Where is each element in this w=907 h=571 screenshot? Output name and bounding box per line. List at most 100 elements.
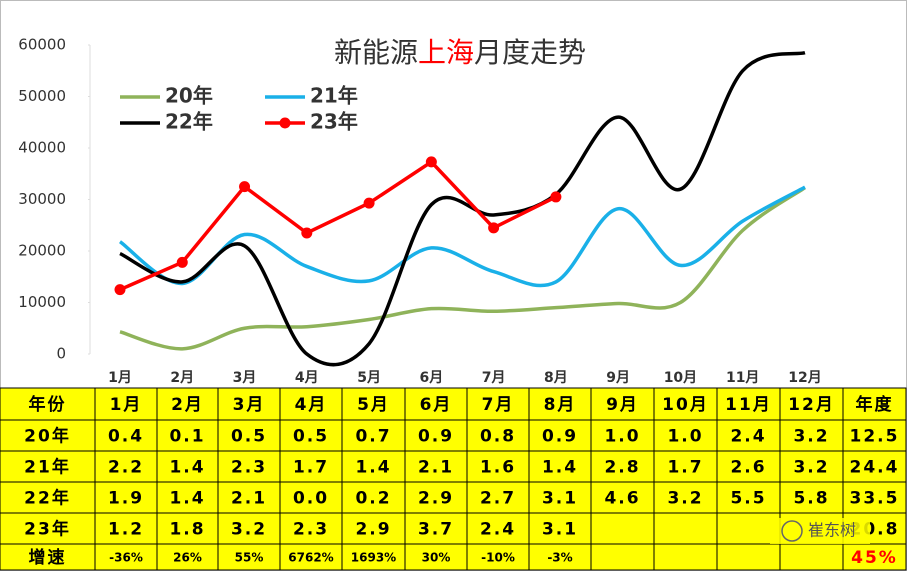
y-tick-label: 10000 xyxy=(18,293,66,311)
table-cell xyxy=(842,450,907,483)
watermark-icon xyxy=(781,520,803,542)
cell-text: 6762% xyxy=(288,551,333,565)
table-cell xyxy=(590,543,655,571)
legend-label: 23年 xyxy=(310,110,358,134)
cell-text: 55% xyxy=(235,551,264,565)
y-tick-label: 20000 xyxy=(18,242,66,260)
cell-text: 0.7 xyxy=(355,427,391,447)
table-cell xyxy=(156,387,219,421)
cell-text: 3.2 xyxy=(793,458,829,478)
table-cell xyxy=(404,512,468,545)
cell-text: 9月 xyxy=(606,395,639,415)
cell-text: 33.5 xyxy=(850,489,900,509)
data-point xyxy=(425,156,437,168)
x-tick-label: 8月 xyxy=(544,370,568,386)
cell-text: 23年 xyxy=(24,519,71,540)
cell-text: 增速 xyxy=(29,547,67,568)
cell-text: -10% xyxy=(481,551,515,565)
title-part: 新能源 xyxy=(334,36,418,69)
table-cell xyxy=(842,387,907,421)
cell-text: 5月 xyxy=(357,395,390,415)
cell-text: 22年 xyxy=(24,488,71,509)
table-cell xyxy=(842,481,907,514)
table-cell xyxy=(404,419,468,452)
table-cell xyxy=(842,543,907,571)
cell-text: 3.2 xyxy=(231,520,267,540)
cell-text: 3.7 xyxy=(418,520,454,540)
cell-text: 5.5 xyxy=(730,489,766,509)
cell-text: 0.0 xyxy=(293,489,329,509)
table-cell xyxy=(217,450,281,483)
table-cell xyxy=(156,419,219,452)
y-tick-label: 40000 xyxy=(18,139,66,157)
cell-text: 1693% xyxy=(351,551,396,565)
series-line xyxy=(119,51,806,367)
series-line xyxy=(119,159,557,292)
table-cell xyxy=(341,543,406,571)
series-line xyxy=(119,186,806,351)
table-cell xyxy=(653,419,718,452)
cell-text: 0.5 xyxy=(231,427,267,447)
y-tick-label: 30000 xyxy=(18,190,66,208)
cell-text: 7月 xyxy=(482,395,515,415)
table-cell xyxy=(0,419,96,452)
cell-text: 0.1 xyxy=(169,427,205,447)
cell-text: 8月 xyxy=(544,395,577,415)
cell-text: 2.3 xyxy=(231,458,267,478)
legend-label: 22年 xyxy=(165,110,213,134)
table-cell xyxy=(653,512,718,545)
table-cell xyxy=(653,543,718,571)
x-tick-label: 12月 xyxy=(788,370,821,386)
table-cell xyxy=(466,419,530,452)
cell-text: 30% xyxy=(422,551,451,565)
title-part: 月度走势 xyxy=(474,36,586,69)
cell-text: 1.4 xyxy=(542,458,578,478)
title-part: 上海 xyxy=(418,36,474,69)
table-cell xyxy=(590,481,655,514)
table-cell xyxy=(217,419,281,452)
table-cell xyxy=(779,419,844,452)
data-point xyxy=(363,197,375,209)
cell-text: 1.0 xyxy=(667,427,703,447)
cell-text: 1.6 xyxy=(480,458,516,478)
table-cell xyxy=(217,543,281,571)
table-cell xyxy=(404,481,468,514)
table-cell xyxy=(590,387,655,421)
cell-text: 1.7 xyxy=(293,458,329,478)
cell-text: -3% xyxy=(547,551,572,565)
cell-text: 5.8 xyxy=(793,489,829,509)
cell-text: 2.8 xyxy=(604,458,640,478)
table-cell xyxy=(341,512,406,545)
table-cell xyxy=(779,481,844,514)
table-cell xyxy=(528,481,592,514)
x-tick-label: 4月 xyxy=(295,370,319,386)
table-cell xyxy=(341,450,406,483)
cell-text: 3月 xyxy=(233,395,266,415)
cell-text: 26% xyxy=(173,551,202,565)
cell-text: 1.0 xyxy=(604,427,640,447)
x-tick-label: 6月 xyxy=(419,370,443,386)
cell-text: 0.5 xyxy=(293,427,329,447)
data-point xyxy=(239,181,251,193)
table-cell xyxy=(341,481,406,514)
x-tick-label: 9月 xyxy=(606,370,630,386)
table-cell xyxy=(779,387,844,421)
cell-text: 2.7 xyxy=(480,489,516,509)
cell-text: 0.9 xyxy=(418,427,454,447)
legend-label: 20年 xyxy=(165,84,213,108)
cell-text: 1.4 xyxy=(355,458,391,478)
table-cell xyxy=(156,543,219,571)
table-cell xyxy=(404,543,468,571)
table-cell xyxy=(279,481,343,514)
cell-text: 0.4 xyxy=(108,427,144,447)
table-cell xyxy=(466,450,530,483)
table-cell xyxy=(341,419,406,452)
table-cell xyxy=(466,512,530,545)
x-tick-label: 5月 xyxy=(357,370,381,386)
data-point xyxy=(550,191,562,203)
y-tick-label: 0 xyxy=(56,345,66,363)
cell-text: 2月 xyxy=(171,395,204,415)
table-cell xyxy=(716,450,781,483)
cell-text: 1.2 xyxy=(108,520,144,540)
table-cell xyxy=(94,481,158,514)
